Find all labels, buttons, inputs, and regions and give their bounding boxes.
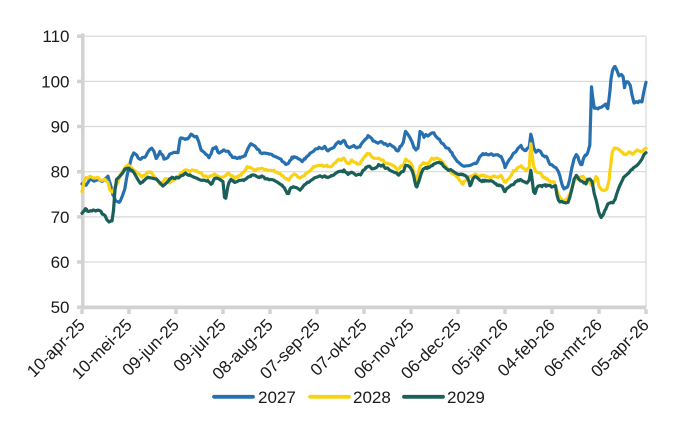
svg-text:2028: 2028 bbox=[353, 388, 391, 407]
svg-text:70: 70 bbox=[51, 208, 70, 227]
svg-text:2027: 2027 bbox=[258, 388, 296, 407]
svg-text:80: 80 bbox=[51, 163, 70, 182]
svg-text:90: 90 bbox=[51, 118, 70, 137]
svg-text:2029: 2029 bbox=[447, 388, 485, 407]
svg-text:60: 60 bbox=[51, 253, 70, 272]
svg-text:100: 100 bbox=[41, 72, 69, 91]
svg-text:50: 50 bbox=[51, 298, 70, 317]
svg-text:110: 110 bbox=[42, 27, 69, 46]
